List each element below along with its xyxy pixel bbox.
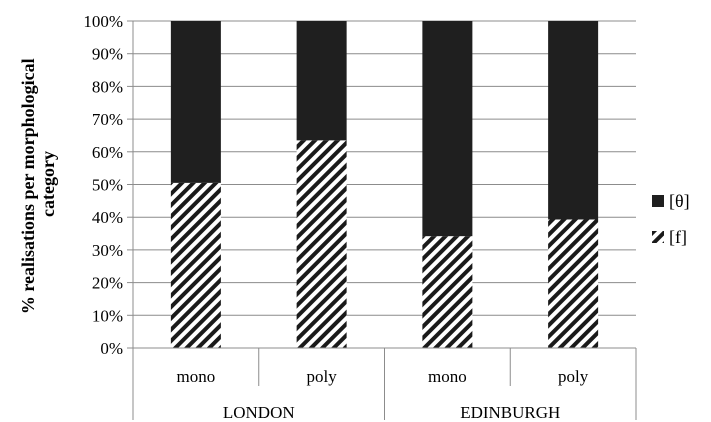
legend-swatch — [652, 195, 664, 207]
bar-segment-theta — [296, 21, 347, 141]
bar-segment-f — [170, 182, 221, 348]
y-axis-title: % realisations per morphological categor… — [18, 54, 58, 314]
y-axis-title-line-1: % realisations per morphological — [18, 58, 38, 314]
y-tick-label: 90% — [92, 45, 123, 64]
legend-label: [θ] — [669, 191, 690, 211]
legend-swatch — [652, 231, 664, 243]
x-category-label: mono — [428, 367, 467, 386]
bar-segment-f — [548, 219, 599, 348]
legend: [θ] [f] — [652, 191, 690, 247]
bar-segment-theta — [548, 21, 599, 220]
legend-label: [f] — [669, 227, 687, 247]
x-group-label: EDINBURGH — [460, 403, 560, 422]
y-tick-label: 50% — [92, 176, 123, 195]
y-tick-label: 80% — [92, 77, 123, 96]
y-tick-label: 0% — [100, 339, 123, 358]
bar-segment-f — [296, 140, 347, 348]
y-tick-label: 70% — [92, 110, 123, 129]
x-category-label: poly — [307, 367, 338, 386]
bar-segment-theta — [170, 21, 221, 183]
x-category-label: mono — [177, 367, 216, 386]
axes — [132, 21, 637, 420]
bars — [170, 21, 599, 348]
x-category-label: poly — [558, 367, 589, 386]
y-tick-labels: 0% 10% 20% 30% 40% 50% 60% 70% 80% 90% 100% — [83, 12, 123, 358]
y-tick-label: 20% — [92, 274, 123, 293]
bar-segment-theta — [422, 21, 473, 237]
x-tick-labels: mono poly mono poly LONDON EDINBURGH — [177, 367, 589, 422]
y-tick-label: 60% — [92, 143, 123, 162]
y-tick-label: 40% — [92, 208, 123, 227]
y-axis-title-line-2: category — [38, 151, 58, 217]
y-tick-label: 100% — [83, 12, 123, 31]
y-tick-label: 30% — [92, 241, 123, 260]
y-tick-label: 10% — [92, 306, 123, 325]
bar-segment-f — [422, 236, 473, 348]
x-group-label: LONDON — [223, 403, 295, 422]
